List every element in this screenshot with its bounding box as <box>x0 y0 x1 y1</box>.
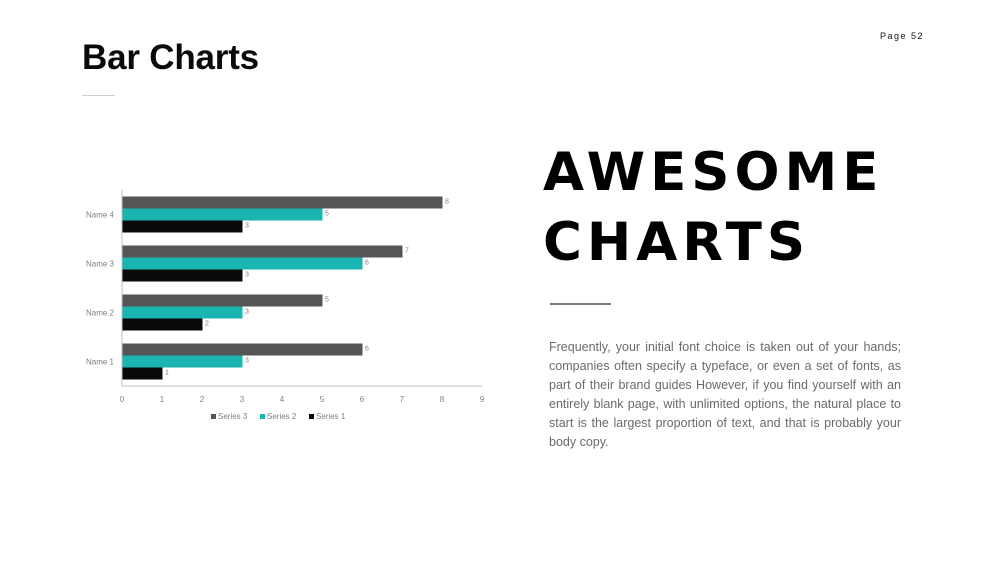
title-underline <box>82 95 115 96</box>
category-label: Name 3 <box>86 260 115 269</box>
bar <box>122 294 323 307</box>
bar <box>122 208 323 221</box>
x-tick-label: 4 <box>280 395 285 404</box>
x-tick-label: 1 <box>160 395 165 404</box>
data-label: 6 <box>365 346 369 353</box>
data-label: 5 <box>325 297 329 304</box>
headline-line-1: AWESOME <box>543 142 884 203</box>
bar <box>122 306 243 319</box>
bar <box>122 367 163 380</box>
bar <box>122 318 203 331</box>
data-label: 3 <box>245 358 249 365</box>
data-label: 5 <box>325 211 329 218</box>
data-label: 3 <box>245 309 249 316</box>
headline: AWESOME CHARTS <box>543 138 883 278</box>
bar <box>122 220 243 233</box>
x-tick-label: 9 <box>480 395 485 404</box>
x-tick-label: 2 <box>200 395 205 404</box>
bar <box>122 196 443 209</box>
category-label: Name 1 <box>86 358 115 367</box>
bar <box>122 245 403 258</box>
legend-label: Series 1 <box>316 412 346 421</box>
data-label: 1 <box>165 370 169 377</box>
headline-line-2: CHARTS <box>543 212 811 273</box>
body-copy: Frequently, your initial font choice is … <box>549 340 901 449</box>
bar <box>122 257 363 270</box>
legend-label: Series 3 <box>218 412 248 421</box>
data-label: 7 <box>405 248 409 255</box>
x-tick-label: 6 <box>360 395 365 404</box>
legend-label: Series 2 <box>267 412 297 421</box>
category-label: Name 2 <box>86 309 115 318</box>
data-label: 2 <box>205 321 209 328</box>
slide-title: Bar Charts <box>82 38 259 77</box>
legend-swatch <box>309 414 314 419</box>
data-label: 3 <box>245 272 249 279</box>
page-number: Page 52 <box>880 31 925 41</box>
section-divider <box>550 303 611 305</box>
category-label: Name 4 <box>86 211 115 220</box>
bar <box>122 269 243 282</box>
x-tick-label: 0 <box>120 395 125 404</box>
x-tick-label: 3 <box>240 395 245 404</box>
x-tick-label: 8 <box>440 395 445 404</box>
data-label: 8 <box>445 199 449 206</box>
x-tick-label: 7 <box>400 395 405 404</box>
x-tick-label: 5 <box>320 395 325 404</box>
legend-swatch <box>260 414 265 419</box>
bar <box>122 343 363 356</box>
data-label: 3 <box>245 223 249 230</box>
data-label: 6 <box>365 260 369 267</box>
legend-swatch <box>211 414 216 419</box>
bar <box>122 355 243 368</box>
